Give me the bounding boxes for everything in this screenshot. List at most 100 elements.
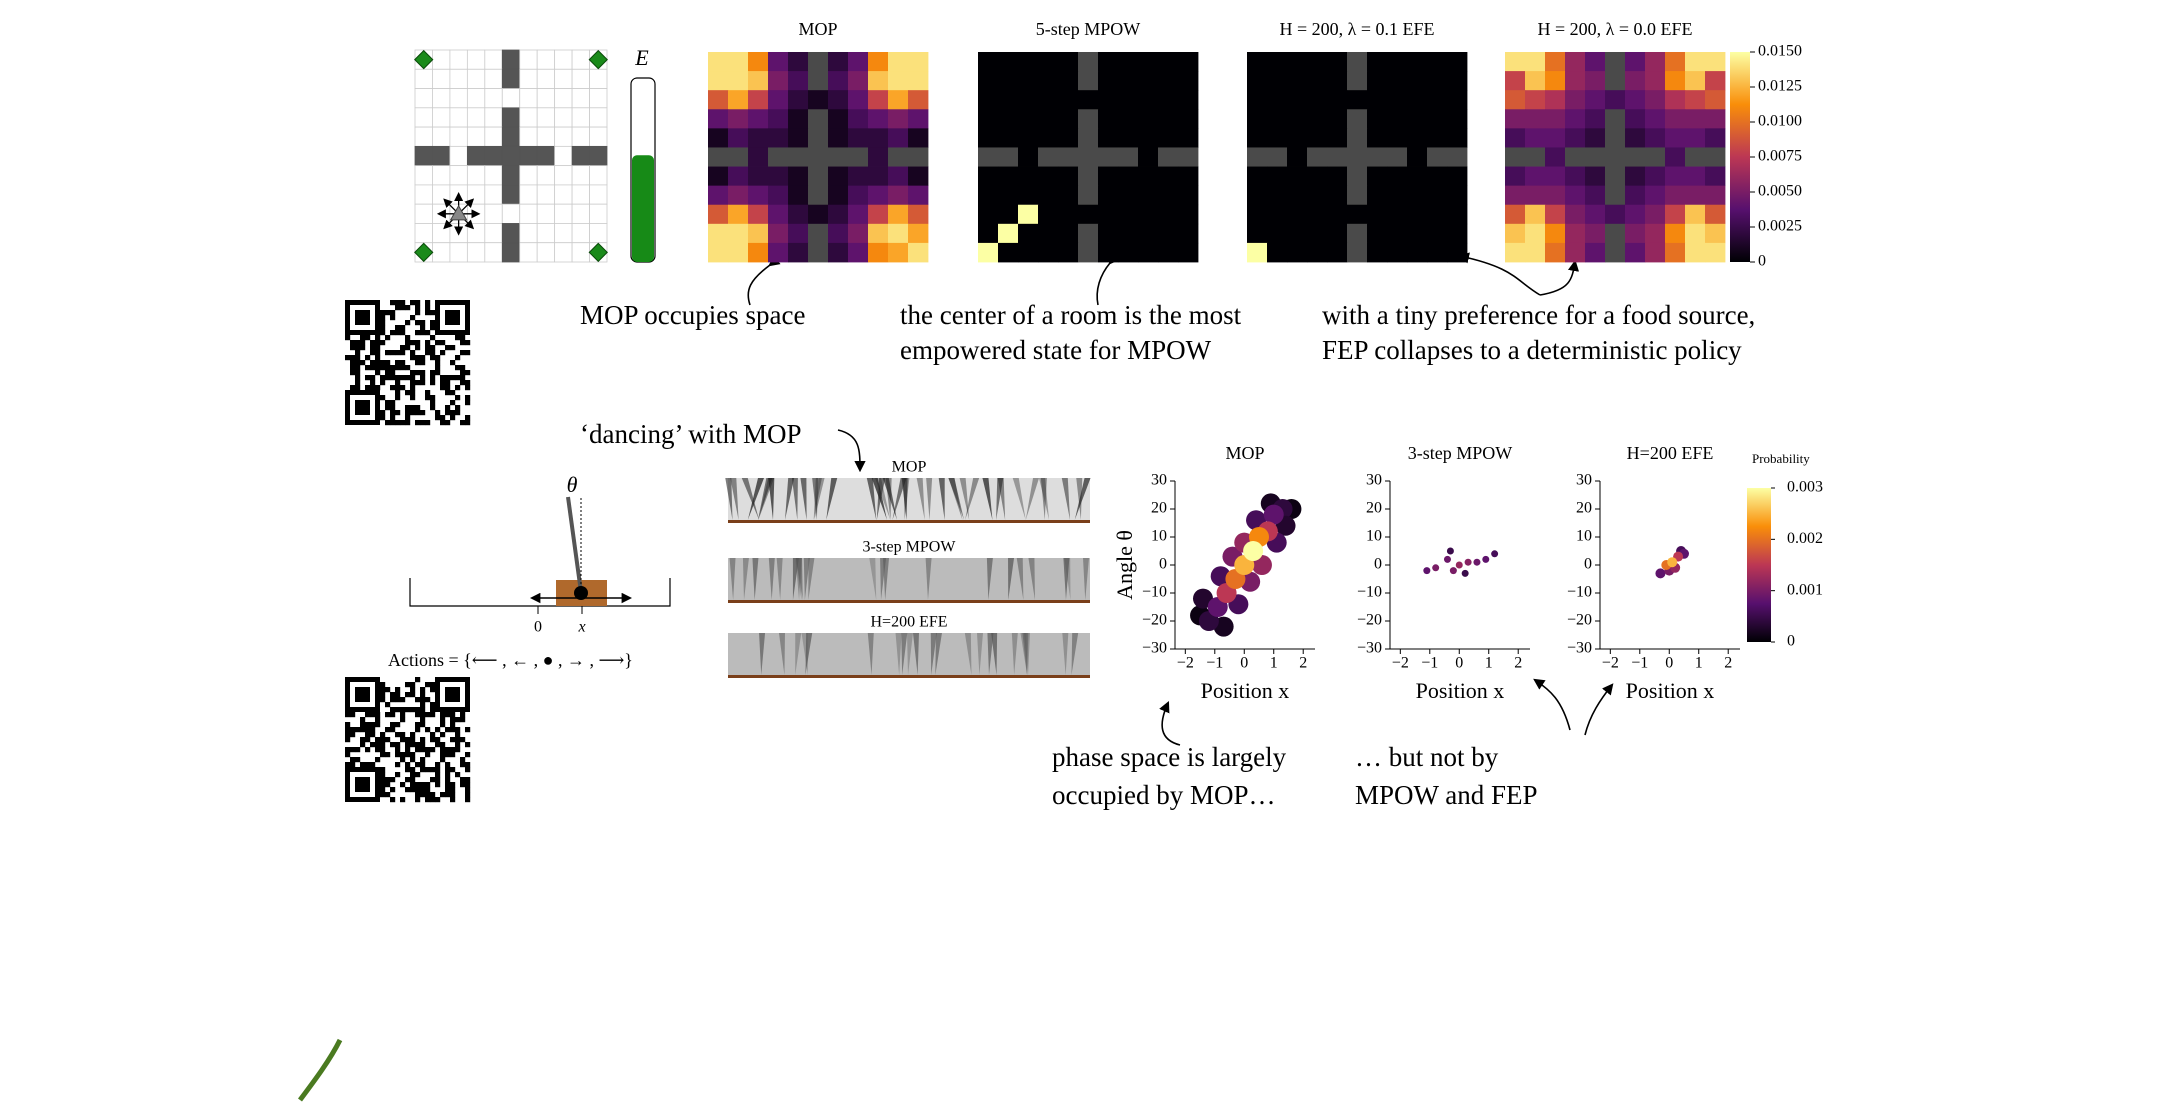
qr-module (365, 335, 370, 340)
qr-module (435, 797, 440, 802)
qr-module (415, 727, 420, 732)
floor-cell (415, 166, 432, 185)
qr-module (395, 410, 400, 415)
energy-fill (632, 155, 654, 262)
heat-cell (908, 128, 928, 147)
floor-cell (520, 185, 537, 204)
heat-cell (848, 205, 868, 224)
heat-cell (1058, 90, 1078, 109)
qr-finder (445, 310, 460, 325)
heat-cell (1158, 243, 1178, 262)
qr-module (410, 757, 415, 762)
heat-cell (868, 224, 888, 243)
cart-joint (574, 586, 588, 600)
qr-module (350, 370, 355, 375)
chart-title: MOP (1225, 443, 1264, 463)
colorbar-tick-label: 0 (1758, 253, 1766, 270)
heat-cell (708, 205, 728, 224)
qr-module (355, 350, 360, 355)
heat-cell (708, 167, 728, 186)
floor-cell (467, 223, 484, 242)
qr-module (455, 747, 460, 752)
y-tick-label: 20 (1366, 500, 1382, 517)
wall (1367, 147, 1387, 166)
qr-module (375, 340, 380, 345)
heat-cell (1705, 52, 1725, 71)
qr-module (430, 737, 435, 742)
heat-cell (748, 224, 768, 243)
qr-module (395, 365, 400, 370)
qr-module (365, 732, 370, 737)
qr-module (440, 747, 445, 752)
qr-module (380, 692, 385, 697)
heat-cell (908, 52, 928, 71)
heat-cell (748, 167, 768, 186)
qr-module (465, 762, 470, 767)
qr-module (465, 415, 470, 420)
heat-cell (748, 147, 768, 166)
qr-module (445, 385, 450, 390)
qr-module (390, 692, 395, 697)
qr-module (435, 415, 440, 420)
qr-module (435, 772, 440, 777)
heat-cell (1158, 205, 1178, 224)
heat-cell (1665, 167, 1685, 186)
qr-module (415, 677, 420, 682)
qr-module (390, 787, 395, 792)
heat-cell (978, 205, 998, 224)
qr-module (375, 757, 380, 762)
qr-module (455, 335, 460, 340)
floor-cell (572, 223, 589, 242)
qr-module (380, 415, 385, 420)
qr-module (375, 355, 380, 360)
heat-cell (1307, 224, 1327, 243)
floor-cell (485, 89, 502, 108)
qr-module (465, 767, 470, 772)
wall (888, 147, 908, 166)
heat-cell (868, 205, 888, 224)
heat-cell (1158, 52, 1178, 71)
wall (1158, 147, 1178, 166)
qr-module (420, 722, 425, 727)
qr-module (350, 340, 355, 345)
qr-module (465, 797, 470, 802)
qr-module (410, 782, 415, 787)
qr-module (380, 315, 385, 320)
floor-cell (485, 185, 502, 204)
floor-cell (537, 50, 554, 69)
qr-module (415, 797, 420, 802)
qr-module (345, 762, 350, 767)
qr-module (355, 757, 360, 762)
qr-module (400, 752, 405, 757)
strip-title: H=200 EFE (870, 614, 947, 631)
floor-cell (572, 243, 589, 262)
floor-cell (537, 223, 554, 242)
heat-cell (1138, 90, 1158, 109)
heat-cell (728, 71, 748, 90)
qr-module (410, 395, 415, 400)
heat-cell (828, 224, 848, 243)
qr-module (425, 395, 430, 400)
qr-module (465, 727, 470, 732)
heat-cell (1118, 205, 1138, 224)
floor-cell (537, 127, 554, 146)
qr-module (370, 385, 375, 390)
heat-cell (708, 243, 728, 262)
qr-module (380, 682, 385, 687)
qr-finder (355, 777, 370, 792)
floor-cell (450, 69, 467, 88)
heat-cell (728, 243, 748, 262)
heat-cell (1307, 52, 1327, 71)
qr-module (425, 340, 430, 345)
qr-module (415, 782, 420, 787)
floor-cell (485, 50, 502, 69)
wall (502, 127, 519, 146)
figure: MOP occupies space the center of a room … (0, 0, 2164, 1115)
heat-cell (1447, 71, 1467, 90)
wall (502, 50, 519, 69)
qr-module (460, 335, 465, 340)
wall (808, 52, 828, 71)
qr-module (420, 747, 425, 752)
heat-cell (748, 52, 768, 71)
theta-label: θ (567, 472, 578, 497)
